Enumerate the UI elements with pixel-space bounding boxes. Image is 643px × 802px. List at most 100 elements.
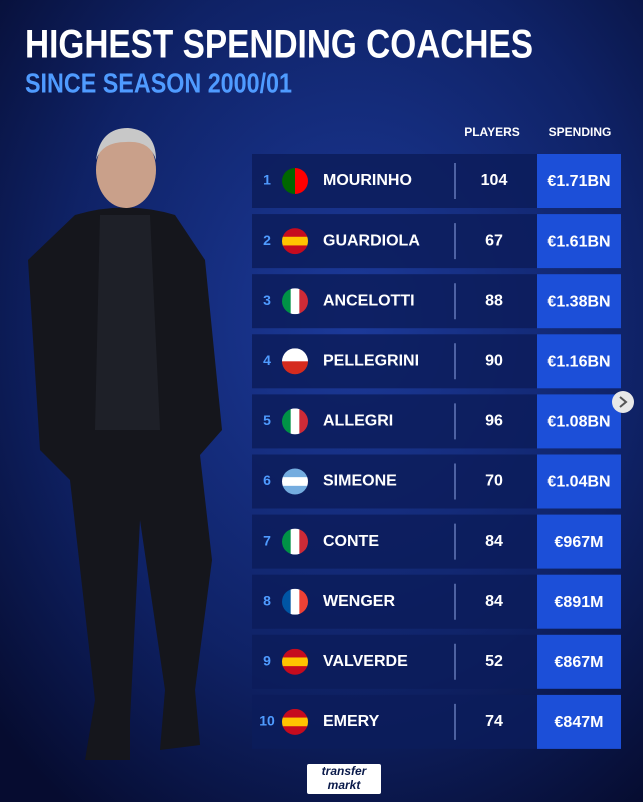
spending: €1.16BN [547,354,610,371]
spending: €847M [555,714,604,731]
rank: 4 [263,352,271,368]
flag-stripe [282,348,308,362]
players: 84 [485,533,503,550]
flag-stripe [282,228,308,238]
spending-cell [537,334,621,389]
spending-cell [537,574,621,629]
players: 67 [485,232,503,249]
flag-stripe [290,588,300,615]
column-header: SPENDING [549,125,612,139]
coach-name: SIMEONE [323,473,397,490]
spending: €1.71BN [547,173,610,190]
coach-name: CONTE [323,533,379,550]
flag-stripe [282,708,308,719]
spending: €1.08BN [547,414,610,431]
rank: 3 [263,292,271,308]
spending: €967M [555,534,604,551]
spending: €1.04BN [547,474,610,491]
spending: €867M [555,654,604,671]
spending-cell [537,694,621,749]
flag-stripe [299,528,308,555]
spending-cell [537,634,621,689]
person-photo [28,128,222,760]
rank: 1 [263,172,271,188]
coach-name: ANCELOTTI [323,292,415,309]
flag-stripe [282,236,308,246]
flag [282,228,308,255]
logo-box [307,764,381,794]
coach-name: MOURINHO [323,172,412,189]
logo-text: markt [328,778,362,792]
flag-stripe [282,288,292,315]
flag [282,288,308,315]
flag-stripe [295,168,308,194]
flag-stripe [299,408,308,435]
flag-stripe [282,726,308,735]
coach-name: WENGER [323,593,395,610]
coach-name: EMERY [323,713,380,730]
flag-stripe [282,245,308,255]
flag-stripe [282,361,308,375]
spending: €1.61BN [547,233,610,250]
flag-stripe [282,168,296,194]
flag-stripe [282,528,292,555]
coach-name: PELLEGRINI [323,353,419,370]
flag-stripe [282,468,308,478]
flag-stripe [299,288,308,315]
coach-name: VALVERDE [323,653,408,670]
flag [282,588,308,615]
flag [282,708,308,735]
flag-stripe [282,588,292,615]
flag-stripe [282,666,308,675]
flag-stripe [290,528,300,555]
flag [282,348,308,375]
logo-text: transfer [322,764,368,778]
flag [282,468,308,495]
rank: 2 [263,232,271,248]
coach-name: GUARDIOLA [323,232,420,249]
rank: 9 [263,653,271,669]
rank: 10 [259,713,275,729]
flag-stripe [282,657,308,667]
spending-cell [537,154,621,208]
flag-stripe [282,485,308,495]
players: 52 [485,653,503,670]
spending: €1.38BN [547,293,610,310]
next-icon [619,396,628,408]
spending: €891M [555,594,604,611]
spending-cell [537,454,621,509]
coach-name: ALLEGRI [323,413,393,430]
next-button[interactable] [612,391,634,413]
spending-cell [537,274,621,329]
flag [282,528,308,555]
flag [282,168,308,194]
flag-stripe [290,408,300,435]
subtitle: SINCE SEASON 2000/01 [25,67,292,98]
rank: 5 [263,412,271,428]
flag [282,648,308,675]
flag [282,408,308,435]
flag-stripe [290,288,300,315]
players: 104 [481,172,508,189]
spending-cell [537,394,621,449]
players: 84 [485,593,503,610]
column-header: PLAYERS [464,125,520,139]
spending-cell [537,514,621,569]
players: 74 [485,713,503,730]
rank: 6 [263,472,271,488]
players: 96 [485,413,503,430]
flag-stripe [282,648,308,658]
rank: 7 [263,532,271,548]
players: 90 [485,353,503,370]
flag-stripe [282,477,308,487]
players: 70 [485,473,503,490]
flag-stripe [282,717,308,727]
flag-stripe [282,408,292,435]
spending-cell [537,214,621,269]
players: 88 [485,292,503,309]
rank: 8 [263,592,271,608]
flag-stripe [299,588,308,615]
title: HIGHEST SPENDING COACHES [25,23,533,67]
